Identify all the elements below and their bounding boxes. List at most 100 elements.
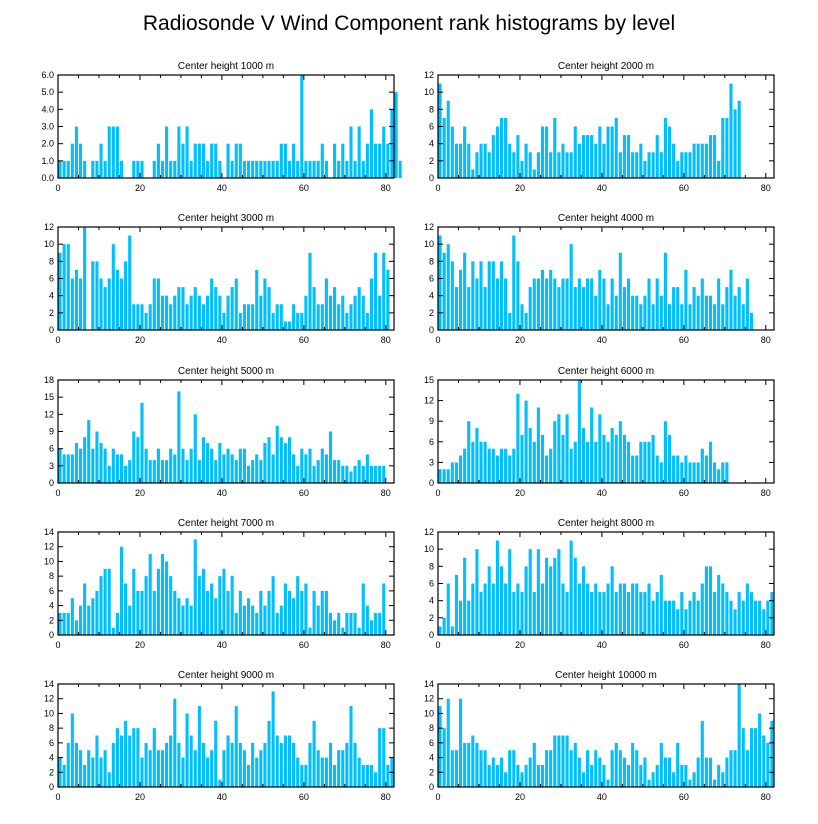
bar <box>745 750 749 787</box>
bar <box>528 549 532 635</box>
bar <box>721 304 725 330</box>
bar <box>487 566 491 635</box>
y-tick-label: 0 <box>429 325 434 335</box>
y-tick-label: 0 <box>429 630 434 640</box>
bar <box>688 462 692 483</box>
bar <box>561 434 565 483</box>
bar <box>119 735 124 787</box>
bar <box>62 612 66 635</box>
panel-2: Center height 2000 m 0 20 40 60 80 0 2 4 6 8 10 12 <box>424 61 775 193</box>
bar <box>475 428 479 483</box>
bar <box>173 454 177 483</box>
bar <box>569 540 573 635</box>
bar <box>610 428 614 483</box>
y-tick-label: 10 <box>44 239 54 249</box>
x-tick-label: 60 <box>679 335 689 345</box>
bar <box>561 735 565 787</box>
bar <box>357 460 361 483</box>
bar <box>132 304 136 330</box>
bar <box>557 414 561 483</box>
x-tick-label: 60 <box>299 792 309 802</box>
bar <box>442 252 446 330</box>
bar <box>353 742 357 787</box>
x-tick-label: 40 <box>217 640 227 650</box>
bar <box>230 287 234 330</box>
bar <box>255 757 259 787</box>
bar <box>189 160 193 178</box>
bar <box>152 728 156 787</box>
bar <box>58 612 62 635</box>
bar <box>316 304 320 330</box>
bar <box>565 152 569 178</box>
bar <box>536 152 540 178</box>
bar <box>169 448 173 483</box>
bar <box>553 278 557 330</box>
bar <box>512 235 516 330</box>
bar <box>115 269 119 330</box>
bar <box>246 598 251 635</box>
x-tick-label: 20 <box>135 640 145 650</box>
bar <box>328 742 333 787</box>
bar <box>374 143 378 178</box>
bar <box>169 576 173 635</box>
bar <box>491 261 495 330</box>
bar <box>103 160 107 178</box>
bar <box>643 441 647 483</box>
bar <box>442 469 446 483</box>
bar <box>95 590 99 635</box>
bar <box>156 750 160 787</box>
bar <box>594 583 598 635</box>
bar <box>271 454 275 483</box>
y-tick-label: 0 <box>429 478 434 488</box>
bar <box>300 75 304 178</box>
bar <box>152 590 156 635</box>
bar <box>680 152 684 178</box>
bar <box>754 728 758 787</box>
bar <box>201 143 206 178</box>
panel-6: Center height 6000 m 0 20 40 60 80 0 3 6 9 12 15 <box>424 366 775 498</box>
bar <box>713 779 717 787</box>
bar <box>631 152 635 178</box>
bar <box>512 592 516 635</box>
bar <box>148 460 152 483</box>
bar <box>602 143 606 178</box>
y-tick-label: 15 <box>44 392 54 402</box>
bar <box>177 598 181 635</box>
bar <box>680 462 684 483</box>
bar <box>144 742 148 787</box>
bar <box>573 441 577 483</box>
bar <box>341 465 345 483</box>
y-tick-label: 10 <box>44 556 54 566</box>
bar <box>353 295 357 330</box>
bar <box>463 126 467 178</box>
y-tick-label: 12 <box>44 542 54 552</box>
bar <box>160 160 165 178</box>
bar <box>119 454 124 483</box>
bar <box>758 600 762 635</box>
x-tick-label: 20 <box>135 792 145 802</box>
y-tick-label: 1.0 <box>41 156 54 166</box>
bar <box>296 465 300 483</box>
bar <box>263 605 267 635</box>
bar <box>618 583 622 635</box>
bar <box>737 287 741 330</box>
bar <box>450 126 454 178</box>
y-tick-label: 8 <box>49 723 54 733</box>
bar <box>581 772 586 787</box>
bar <box>74 269 78 330</box>
bar <box>181 605 185 635</box>
x-tick-label: 0 <box>435 335 440 345</box>
bar <box>374 612 378 635</box>
bar <box>667 757 672 787</box>
bar <box>573 287 577 330</box>
y-tick-label: 6.0 <box>41 70 54 80</box>
bar <box>713 304 717 330</box>
bar <box>238 312 242 330</box>
bar <box>197 295 201 330</box>
bar <box>565 414 569 483</box>
bar <box>238 143 242 178</box>
bar <box>590 407 594 483</box>
bar <box>770 592 774 635</box>
bar <box>454 287 458 330</box>
bar <box>251 160 255 178</box>
